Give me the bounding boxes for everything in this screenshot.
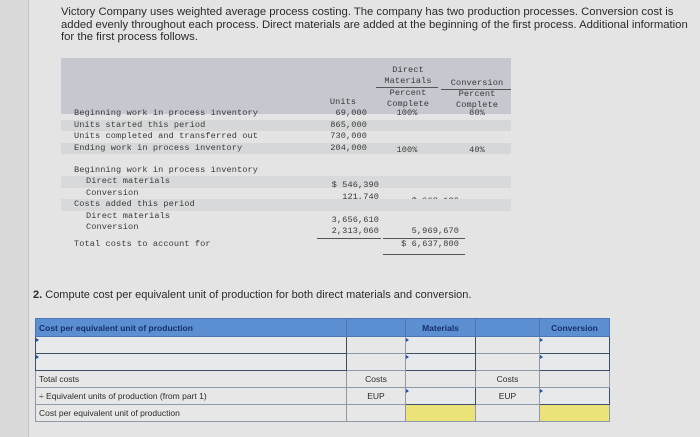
cost-row: Total costs to account for $ 6,637,800 [61, 236, 511, 249]
materials-cost-per-eup-result [405, 404, 476, 422]
question-text: Compute cost per equivalent unit of prod… [45, 289, 472, 301]
total-costs-label: Total costs [35, 370, 347, 388]
row-label: Ending work in process inventory [74, 142, 243, 153]
materials-total-costs [405, 370, 476, 388]
row-units: 69,000 [335, 108, 367, 118]
conv-header: Conversion [450, 78, 504, 88]
row-units: 865,000 [330, 119, 367, 130]
mat-costs-label: Costs [346, 370, 406, 388]
cost-per-eup-label: Cost per equivalent unit of production [35, 404, 347, 422]
conv-eup-label: EUP [475, 387, 540, 405]
dm-header-1: Direct [392, 65, 424, 75]
grand-total-underline [383, 254, 465, 255]
conversion-total-costs [539, 370, 610, 388]
answer-row [35, 353, 610, 371]
dm-header-2: Materials [384, 76, 432, 86]
cost-row: Direct materials $ 546,390 [61, 176, 511, 190]
conv-label-cell [475, 336, 540, 354]
conv-header-underline [441, 89, 511, 90]
row-label: Beginning work in process inventory [74, 108, 258, 118]
row-label: Costs added this period [74, 199, 195, 209]
answer-table: Cost per equivalent unit of production M… [35, 318, 610, 422]
mat-blank-cell [346, 404, 406, 422]
answer-row-eup: ÷ Equivalent units of production (from p… [35, 387, 610, 405]
units-row: Ending work in process inventory 204,000… [61, 142, 511, 155]
row-conv-pct: 40% [469, 144, 485, 155]
answer-row-cost-per-eup: Cost per equivalent unit of production [35, 404, 610, 422]
mat-label-cell [346, 353, 406, 371]
materials-eup-input[interactable] [405, 387, 476, 405]
row-amount: 2,313,060 [331, 226, 379, 236]
row-conv-pct: 80% [469, 108, 485, 118]
row-label: Total costs to account for [74, 239, 211, 249]
units-header: Units [329, 97, 357, 107]
row-label: Direct materials [86, 210, 171, 221]
conv-pct-2: Complete [455, 100, 499, 110]
mat-label-cell [346, 336, 406, 354]
answer-header-title: Cost per equivalent unit of production [35, 318, 347, 337]
row-label: Direct materials [86, 176, 171, 186]
units-row: Units completed and transferred out 730,… [61, 131, 511, 143]
amount-underline [317, 238, 381, 239]
conv-blank-cell [475, 404, 540, 422]
row-dm-pct: 100% [396, 108, 418, 118]
cost-row: Beginning work in process inventory [61, 165, 511, 177]
units-table-header-bg [61, 58, 511, 114]
row-units: 730,000 [330, 131, 367, 141]
row-units: 204,000 [330, 142, 367, 153]
units-row: Beginning work in process inventory 69,0… [61, 108, 511, 120]
cost-row: Direct materials 3,656,610 [61, 210, 511, 225]
units-row: Units started this period 865,000 [61, 119, 511, 131]
materials-input-2[interactable] [405, 353, 476, 371]
row-label: Units completed and transferred out [74, 131, 258, 141]
cost-row: Conversion 121,740 $ 668,130 [61, 187, 511, 206]
answer-header-materials: Materials [405, 318, 476, 337]
row-amount: $ 546,390 [331, 180, 379, 190]
materials-input-1[interactable] [405, 336, 476, 354]
dm-header-underline [376, 87, 438, 88]
dm-pct-2: Complete [386, 99, 430, 109]
answer-row-total-costs: Total costs Costs Costs [35, 370, 610, 388]
answer-header-conversion: Conversion [539, 318, 610, 337]
dm-pct-1: Percent [389, 88, 427, 98]
row-total: 5,969,670 [411, 226, 459, 236]
answer-header-row: Cost per equivalent unit of production M… [35, 318, 610, 337]
conversion-input-2[interactable] [539, 353, 610, 371]
conv-pct-1: Percent [458, 89, 496, 99]
page-left-edge [0, 0, 29, 437]
conversion-eup-input[interactable] [539, 387, 610, 405]
question-2: 2. Compute cost per equivalent unit of p… [33, 289, 471, 301]
cost-row: Conversion 2,313,060 5,969,670 [61, 222, 511, 236]
row-label: Units started this period [74, 119, 206, 130]
total-underline [383, 238, 465, 239]
row-label: Conversion [86, 187, 139, 198]
eup-label: ÷ Equivalent units of production (from p… [35, 387, 347, 405]
answer-header-blank-1 [346, 318, 406, 337]
answer-label-input-2[interactable] [35, 353, 347, 371]
row-label: Beginning work in process inventory [74, 165, 258, 175]
question-number: 2. [33, 289, 43, 301]
row-dm-pct: 100% [396, 144, 418, 155]
conversion-cost-per-eup-result [539, 404, 610, 422]
row-label: Conversion [86, 222, 139, 232]
row-amount: 3,656,610 [331, 214, 379, 225]
problem-intro: Victory Company uses weighted average pr… [61, 6, 688, 43]
conv-label-cell [475, 353, 540, 371]
conversion-input-1[interactable] [539, 336, 610, 354]
answer-row [35, 336, 610, 354]
mat-eup-label: EUP [346, 387, 406, 405]
answer-header-blank-2 [475, 318, 540, 337]
conv-costs-label: Costs [475, 370, 540, 388]
row-amount: 121,740 [342, 191, 379, 202]
answer-label-input-1[interactable] [35, 336, 347, 354]
row-total: $ 6,637,800 [401, 239, 459, 249]
cost-row: Costs added this period [61, 199, 511, 211]
